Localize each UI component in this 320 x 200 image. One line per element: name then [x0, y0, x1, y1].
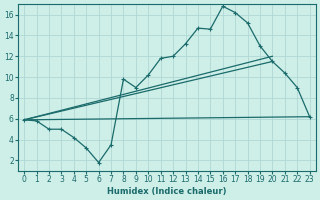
X-axis label: Humidex (Indice chaleur): Humidex (Indice chaleur) [107, 187, 227, 196]
